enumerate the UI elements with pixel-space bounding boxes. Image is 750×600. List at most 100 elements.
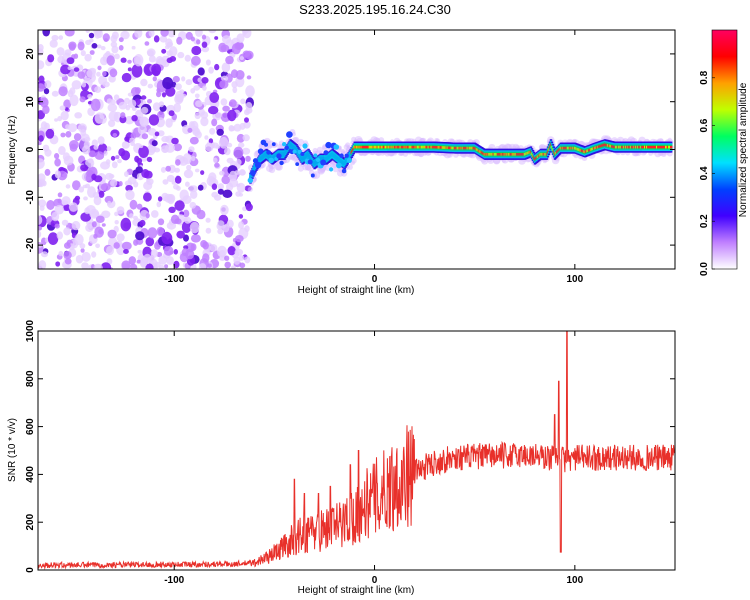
ridge-speckle (279, 160, 284, 166)
noise-blob (38, 230, 42, 239)
noise-blob (151, 210, 159, 218)
noise-blob (166, 174, 175, 183)
noise-blob (222, 105, 230, 112)
noise-blob (160, 166, 167, 173)
noise-blob (200, 170, 205, 176)
noise-blob (194, 93, 200, 99)
noise-blob (104, 195, 114, 204)
noise-blob (234, 235, 244, 243)
noise-blob (124, 171, 129, 178)
noise-blob (118, 181, 123, 187)
noise-blob (54, 118, 59, 122)
noise-blob (134, 30, 143, 38)
noise-blob (174, 175, 182, 184)
noise-blob (230, 69, 239, 79)
noise-blob (135, 110, 142, 115)
noise-blob (164, 264, 169, 269)
noise-blob (72, 180, 81, 191)
noise-blob (107, 229, 117, 239)
noise-blob (77, 41, 85, 51)
noise-blob (166, 50, 173, 57)
ridge-speckle (336, 162, 342, 169)
noise-blob (205, 217, 211, 223)
noise-blob (209, 244, 218, 252)
noise-blob (174, 200, 185, 211)
snr-y-tick-label: 400 (25, 466, 36, 483)
noise-blob (118, 45, 124, 51)
noise-blob (65, 131, 72, 138)
noise-blob (44, 80, 52, 89)
noise-blob (71, 220, 81, 231)
noise-blob (157, 218, 165, 226)
noise-blob (100, 56, 108, 66)
noise-blob (118, 37, 124, 43)
noise-blob (191, 155, 196, 162)
noise-blob (120, 150, 131, 161)
noise-blob (60, 132, 66, 138)
noise-blob (57, 116, 63, 122)
colorbar-tick-label: 0.2 (699, 214, 710, 228)
ridge-halo (659, 138, 664, 143)
noise-blob (114, 211, 119, 217)
noise-blob (83, 196, 88, 201)
noise-blob (189, 136, 199, 145)
noise-blob (61, 219, 69, 226)
spectrogram-y-ticks: -20 -10 0 10 20 (25, 48, 675, 252)
noise-blob (226, 219, 234, 228)
spectrogram-y-tick-label: -10 (25, 190, 36, 205)
noise-blob (139, 144, 144, 149)
noise-blob (106, 146, 112, 152)
spectrogram-x-tick-label: 100 (566, 274, 583, 285)
noise-blob (227, 246, 236, 256)
noise-blob (183, 169, 194, 179)
snr-x-ticks: -100 0 100 (164, 331, 584, 586)
noise-blob (222, 189, 233, 198)
noise-blob (94, 151, 105, 160)
noise-blob (38, 158, 45, 169)
ridge-speckle (313, 153, 318, 158)
noise-blob (91, 251, 97, 258)
noise-blob (156, 201, 162, 208)
ridge-halo (297, 165, 304, 172)
noise-blob (172, 75, 180, 83)
noise-blob (131, 63, 143, 78)
noise-blob (121, 141, 130, 149)
snr-x-axis-label: Height of straight line (km) (298, 585, 415, 596)
noise-blob (204, 142, 214, 152)
noise-blob (69, 143, 78, 152)
noise-blob (205, 227, 212, 234)
noise-blob (168, 206, 176, 213)
noise-blob (201, 41, 208, 48)
noise-blob (110, 155, 116, 161)
noise-blob (108, 174, 115, 179)
colorbar-tick-label: 0.6 (699, 118, 710, 132)
noise-blob (111, 45, 119, 54)
noise-blob (38, 215, 43, 225)
spectrogram-x-tick-label: -100 (164, 274, 184, 285)
noise-blob (100, 161, 110, 170)
noise-blob (56, 47, 65, 56)
noise-blob (141, 133, 149, 140)
noise-blob (231, 265, 236, 269)
noise-blob (175, 159, 181, 166)
noise-blob (217, 220, 225, 227)
ridge-speckle (282, 142, 287, 147)
colorbar-gradient (712, 30, 737, 269)
snr-y-tick-label: 1000 (25, 319, 36, 342)
noise-blob (209, 127, 216, 135)
heatmap-noise-blobs (38, 30, 255, 269)
noise-blob (101, 210, 111, 219)
spectrogram-y-axis-label: Frequency (Hz) (7, 116, 18, 185)
noise-blob (55, 261, 61, 267)
noise-blob (129, 263, 138, 269)
noise-blob (243, 121, 251, 129)
noise-blob (113, 242, 120, 249)
noise-blob (144, 41, 150, 46)
noise-blob (97, 65, 102, 71)
noise-blob (191, 55, 201, 66)
noise-blob (208, 66, 214, 74)
noise-blob (102, 71, 107, 77)
colorbar-frame (711, 29, 738, 270)
noise-blob (236, 133, 245, 143)
noise-blob (208, 138, 214, 144)
